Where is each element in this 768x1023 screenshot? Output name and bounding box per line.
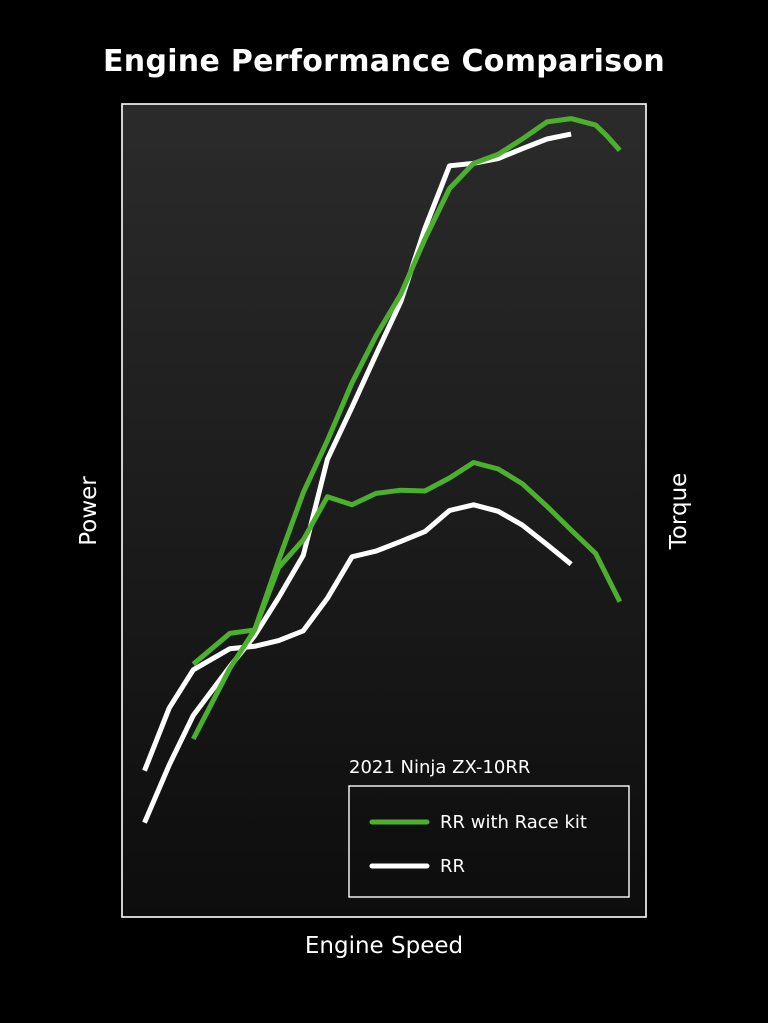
series-line-rr-torque xyxy=(142,502,573,772)
legend-title: 2021 Ninja ZX-10RR xyxy=(349,757,530,778)
legend-label-race-kit: RR with Race kit xyxy=(440,812,587,833)
x-axis-label: Engine Speed xyxy=(304,933,464,959)
series-line-race-kit-power xyxy=(191,116,622,741)
legend: 2021 Ninja ZX-10RR RR with Race kit RR xyxy=(348,757,630,898)
legend-box xyxy=(348,785,630,898)
series-layer xyxy=(142,116,623,824)
chart-title: Engine Performance Comparison xyxy=(103,44,665,79)
series-line-race-kit-torque xyxy=(191,460,623,667)
legend-label-rr: RR xyxy=(440,856,465,877)
plot-area xyxy=(121,103,647,918)
